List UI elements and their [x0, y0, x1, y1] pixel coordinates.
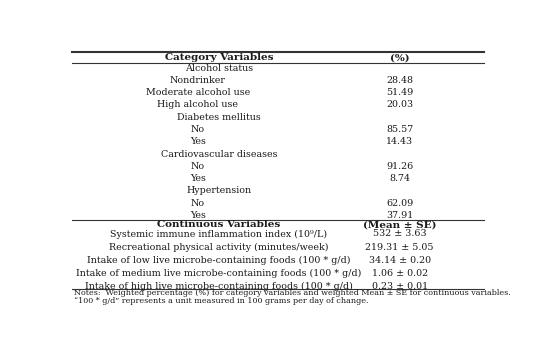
Text: 85.57: 85.57: [386, 125, 413, 134]
Text: No: No: [191, 162, 205, 171]
Text: Category Variables: Category Variables: [165, 53, 273, 62]
Text: No: No: [191, 125, 205, 134]
Text: 0.23 ± 0.01: 0.23 ± 0.01: [371, 282, 428, 291]
Text: Recreational physical activity (minutes/week): Recreational physical activity (minutes/…: [109, 243, 328, 252]
Text: 20.03: 20.03: [386, 100, 413, 109]
Text: Alcohol status: Alcohol status: [185, 63, 253, 73]
Text: (%): (%): [390, 53, 409, 62]
Text: Intake of medium live microbe-containing foods (100 * g/d): Intake of medium live microbe-containing…: [76, 269, 362, 278]
Text: Systemic immune inflammation index (10⁹/L): Systemic immune inflammation index (10⁹/…: [111, 229, 327, 238]
Text: 37.91: 37.91: [386, 211, 413, 220]
Text: Intake of high live microbe-containing foods (100 * g/d): Intake of high live microbe-containing f…: [85, 282, 353, 291]
Text: “100 * g/d” represents a unit measured in 100 grams per day of change.: “100 * g/d” represents a unit measured i…: [74, 296, 369, 305]
Text: Cardiovascular diseases: Cardiovascular diseases: [161, 150, 277, 158]
Text: Nondrinker: Nondrinker: [170, 76, 226, 85]
Text: Hypertension: Hypertension: [186, 186, 251, 196]
Text: 219.31 ± 5.05: 219.31 ± 5.05: [365, 243, 434, 252]
Text: 51.49: 51.49: [386, 88, 413, 97]
Text: 62.09: 62.09: [386, 199, 413, 208]
Text: 34.14 ± 0.20: 34.14 ± 0.20: [369, 256, 431, 265]
Text: 8.74: 8.74: [389, 174, 410, 183]
Text: Continuous Variables: Continuous Variables: [157, 220, 281, 229]
Text: Notes:  Weighted percentage (%) for category variables and weighted Mean ± SE fo: Notes: Weighted percentage (%) for categ…: [74, 289, 511, 297]
Text: Intake of low live microbe-containing foods (100 * g/d): Intake of low live microbe-containing fo…: [87, 256, 351, 265]
Text: 532 ± 3.63: 532 ± 3.63: [373, 229, 427, 238]
Text: 28.48: 28.48: [386, 76, 413, 85]
Text: Moderate alcohol use: Moderate alcohol use: [146, 88, 250, 97]
Text: 14.43: 14.43: [386, 137, 413, 146]
Text: Yes: Yes: [190, 137, 206, 146]
Text: High alcohol use: High alcohol use: [158, 100, 238, 109]
Text: Yes: Yes: [190, 174, 206, 183]
Text: 91.26: 91.26: [386, 162, 413, 171]
Text: Diabetes mellitus: Diabetes mellitus: [177, 113, 261, 122]
Text: No: No: [191, 199, 205, 208]
Text: Yes: Yes: [190, 211, 206, 220]
Text: 1.06 ± 0.02: 1.06 ± 0.02: [371, 269, 428, 278]
Text: (Mean ± SE): (Mean ± SE): [363, 220, 436, 229]
